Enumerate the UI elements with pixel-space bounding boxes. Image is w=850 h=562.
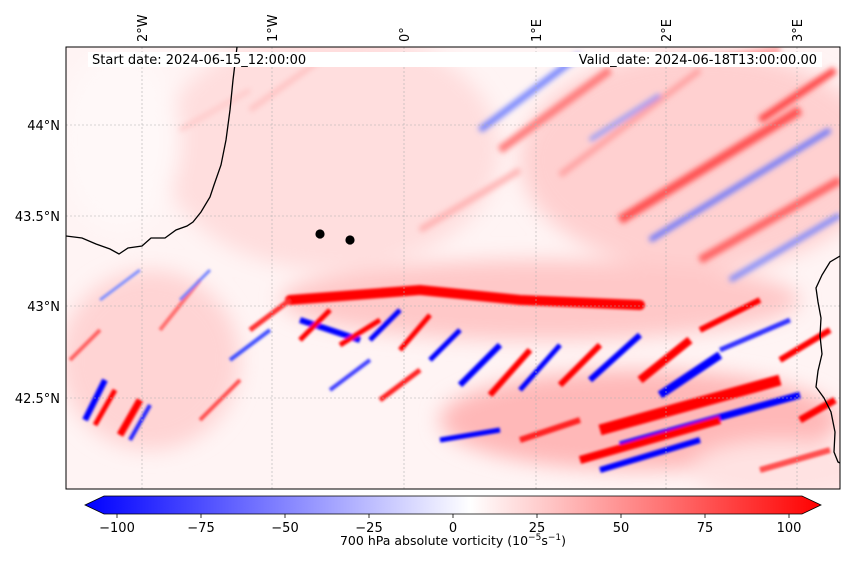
lon-tick-1w: 1°W bbox=[266, 14, 281, 42]
cb-tick-100: 100 bbox=[777, 521, 802, 536]
cb-tick-m50: −50 bbox=[271, 521, 298, 536]
cb-tick-75: 75 bbox=[697, 521, 714, 536]
map-frame bbox=[65, 46, 841, 490]
lat-tick-43-5n: 43.5°N bbox=[15, 210, 60, 225]
colorbar-tick-marks bbox=[116, 514, 790, 518]
vorticity-field bbox=[66, 47, 840, 489]
colorbar-label: 700 hPa absolute vorticity (10−5s−1) bbox=[340, 533, 566, 548]
lon-tick-1e: 1°E bbox=[530, 19, 545, 42]
marker-point-2 bbox=[345, 235, 355, 245]
lon-tick-0: 0° bbox=[398, 27, 413, 42]
lat-tick-44n: 44°N bbox=[27, 119, 60, 134]
colorbar-tick-labels: −100 −75 −50 −25 0 25 50 75 100 bbox=[99, 521, 801, 536]
marker-point-1 bbox=[315, 229, 325, 239]
southern-band bbox=[228, 284, 837, 473]
cb-tick-50: 50 bbox=[613, 521, 630, 536]
lon-tick-2e: 2°E bbox=[660, 19, 675, 42]
lat-tick-42-5n: 42.5°N bbox=[15, 392, 60, 407]
colorbar-bar bbox=[84, 495, 822, 515]
colorbar: −100 −75 −50 −25 0 25 50 75 100 700 hPa … bbox=[84, 495, 822, 548]
coastline-mediterranean bbox=[815, 255, 840, 464]
cb-tick-25: 25 bbox=[529, 521, 546, 536]
cb-tick-0: 0 bbox=[449, 521, 457, 536]
lon-tick-2w: 2°W bbox=[136, 14, 151, 42]
broad-shading bbox=[66, 47, 840, 489]
valid-date-label: Valid_date: 2024-06-18T13:00:00.00 bbox=[579, 53, 817, 68]
longitude-ticks: 2°W 1°W 0° 1°E 2°E 3°E bbox=[136, 14, 806, 42]
date-banner bbox=[88, 52, 822, 67]
cb-tick-m25: −25 bbox=[355, 521, 382, 536]
western-features bbox=[68, 268, 242, 441]
coastline-biscay bbox=[66, 47, 238, 255]
latitude-ticks: 44°N 43.5°N 43°N 42.5°N bbox=[15, 119, 60, 407]
lon-tick-3e: 3°E bbox=[791, 19, 806, 42]
lat-tick-43n: 43°N bbox=[27, 300, 60, 315]
cb-tick-m75: −75 bbox=[187, 521, 214, 536]
cb-tick-m100: −100 bbox=[99, 521, 135, 536]
gridlines bbox=[66, 47, 840, 489]
start-date-label: Start date: 2024-06-15_12:00:00 bbox=[92, 53, 306, 68]
